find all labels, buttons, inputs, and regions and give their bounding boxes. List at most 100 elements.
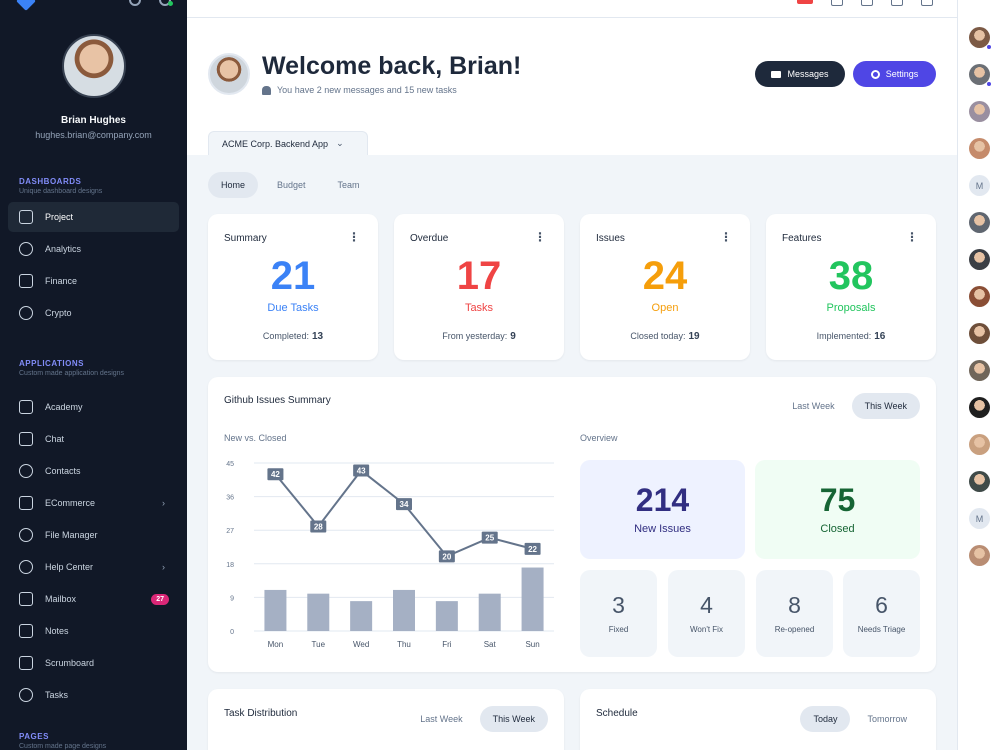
sidebar-item-label: Finance (45, 276, 78, 286)
x-tick-label: Wed (353, 640, 369, 649)
mailbox-count-badge: 27 (151, 593, 169, 605)
x-tick-label: Sun (525, 640, 539, 649)
chevron-down-icon: ⌄ (336, 138, 344, 148)
needs-triage-label: Needs Triage (857, 625, 906, 634)
contact-avatar[interactable] (969, 212, 990, 233)
page-subtitle: You have 2 new messages and 15 new tasks (262, 85, 457, 95)
bar (350, 601, 373, 631)
stat-value: 21 (270, 254, 316, 298)
more-options-icon[interactable]: ⋮ (906, 230, 918, 244)
sidebar-item-contacts[interactable]: Contacts (8, 455, 179, 487)
closed-issues-tile: 75 Closed (755, 460, 920, 559)
sidebar-item-tasks[interactable]: Tasks (8, 679, 179, 711)
notifications-icon[interactable] (129, 0, 141, 6)
data-label-bg (267, 468, 284, 481)
project-selector-label: ACME Corp. Backend App (222, 138, 329, 149)
y-tick-label: 36 (226, 495, 234, 502)
reopened-tile: 8 Re-opened (756, 570, 833, 657)
sidebar-item-label: Mailbox (45, 594, 77, 604)
nav-section-subtitle: Unique dashboard designs (19, 188, 103, 195)
data-label-bg (438, 550, 455, 563)
contact-avatar[interactable] (969, 360, 990, 381)
stat-footer-value: 9 (510, 331, 516, 342)
tab-team[interactable]: Team (337, 180, 360, 190)
more-options-icon[interactable]: ⋮ (534, 230, 546, 244)
contact-avatar[interactable] (969, 323, 990, 344)
settings-button[interactable]: Settings (853, 61, 936, 87)
stat-footer: Closed today: 19 (580, 331, 750, 342)
schedule-today[interactable]: Today (800, 706, 851, 732)
task-distribution-card: Task Distribution Last Week This Week (208, 689, 564, 750)
support-icon (19, 560, 33, 574)
user-profile: Brian Hughes hughes.brian@company.com (0, 34, 187, 140)
sidebar-item-project[interactable]: Project (8, 202, 179, 232)
sidebar-item-finance[interactable]: Finance (8, 266, 179, 296)
card-title: Schedule (596, 708, 638, 719)
contact-avatar[interactable] (969, 286, 990, 307)
contact-avatar[interactable] (969, 101, 990, 122)
sidebar-item-analytics[interactable]: Analytics (8, 234, 179, 264)
card-title: Summary (224, 233, 267, 244)
messages-button[interactable]: Messages (755, 61, 845, 87)
sidebar-item-crypto[interactable]: Crypto (8, 298, 179, 328)
tab-budget[interactable]: Budget (277, 180, 306, 190)
range-this-week[interactable]: This Week (479, 706, 548, 732)
sidebar-item-chat[interactable]: Chat (8, 423, 179, 455)
sidebar-item-file-manager[interactable]: File Manager (8, 519, 179, 551)
tab-home[interactable]: Home (208, 172, 259, 198)
contact-avatar[interactable]: M (969, 175, 990, 196)
range-last-week[interactable]: Last Week (420, 714, 463, 724)
contact-avatar[interactable] (969, 249, 990, 270)
avatar[interactable] (61, 34, 126, 98)
data-label: 22 (528, 545, 537, 554)
pencil-square-icon (19, 624, 33, 638)
nav-section-pages: PAGES Custom made page designs (0, 732, 187, 750)
range-this-week[interactable]: This Week (851, 393, 920, 419)
contact-avatar[interactable] (969, 471, 990, 492)
language-flag-icon[interactable] (797, 0, 813, 4)
nav-section-applications: APPLICATIONS Custom made application des… (0, 359, 187, 711)
x-tick-label: Tue (312, 640, 326, 649)
y-tick-label: 9 (230, 595, 234, 602)
schedule-card: Schedule Today Tomorrow (580, 689, 936, 750)
bell-icon (262, 85, 271, 95)
range-last-week[interactable]: Last Week (792, 401, 835, 411)
contact-avatar[interactable] (969, 138, 990, 159)
fixed-value: 3 (612, 592, 625, 618)
contact-avatar[interactable] (969, 397, 990, 418)
bar (521, 567, 544, 631)
project-selector[interactable]: ACME Corp. Backend App ⌄ (208, 131, 368, 155)
fullscreen-icon[interactable] (831, 0, 843, 6)
mail-icon (771, 70, 782, 78)
x-tick-label: Thu (397, 640, 411, 649)
contact-avatar[interactable] (969, 27, 992, 50)
card-title: Overdue (410, 233, 449, 244)
user-status-icon[interactable] (159, 0, 173, 6)
sidebar-item-help-center[interactable]: Help Center › (8, 551, 179, 583)
more-options-icon[interactable]: ⋮ (720, 230, 732, 244)
new-vs-closed-chart: 0 9 18 27 36 45 Mon Tue Wed Thu Fri Sat Sun 42 28 43 34 2… (226, 461, 554, 649)
chart-label: New vs. Closed (224, 433, 287, 443)
shortcuts-icon[interactable] (891, 0, 903, 6)
page-header: Welcome back, Brian! You have 2 new mess… (187, 18, 957, 155)
reopened-label: Re-opened (774, 625, 815, 634)
stat-footer: Implemented: 16 (766, 331, 936, 342)
top-bar (187, 0, 957, 18)
sidebar-item-mailbox[interactable]: Mailbox 27 (8, 583, 179, 615)
contact-avatar[interactable] (969, 545, 990, 566)
messages-icon[interactable] (921, 0, 933, 6)
nav-section-title: APPLICATIONS (19, 359, 84, 368)
sidebar-item-notes[interactable]: Notes (8, 615, 179, 647)
wont-fix-tile: 4 Won't Fix (668, 570, 745, 657)
more-options-icon[interactable]: ⋮ (348, 230, 360, 244)
contact-avatar[interactable]: M (969, 508, 990, 529)
sidebar-item-ecommerce[interactable]: ECommerce › (8, 487, 179, 519)
contact-avatar[interactable] (969, 64, 992, 87)
card-title: Features (782, 233, 822, 244)
search-icon[interactable] (861, 0, 873, 6)
sidebar-item-scrumboard[interactable]: Scrumboard (8, 647, 179, 679)
contact-avatar[interactable] (969, 434, 990, 455)
data-label-bg (396, 498, 412, 511)
sidebar-item-academy[interactable]: Academy (8, 391, 179, 423)
schedule-tomorrow[interactable]: Tomorrow (867, 714, 907, 724)
